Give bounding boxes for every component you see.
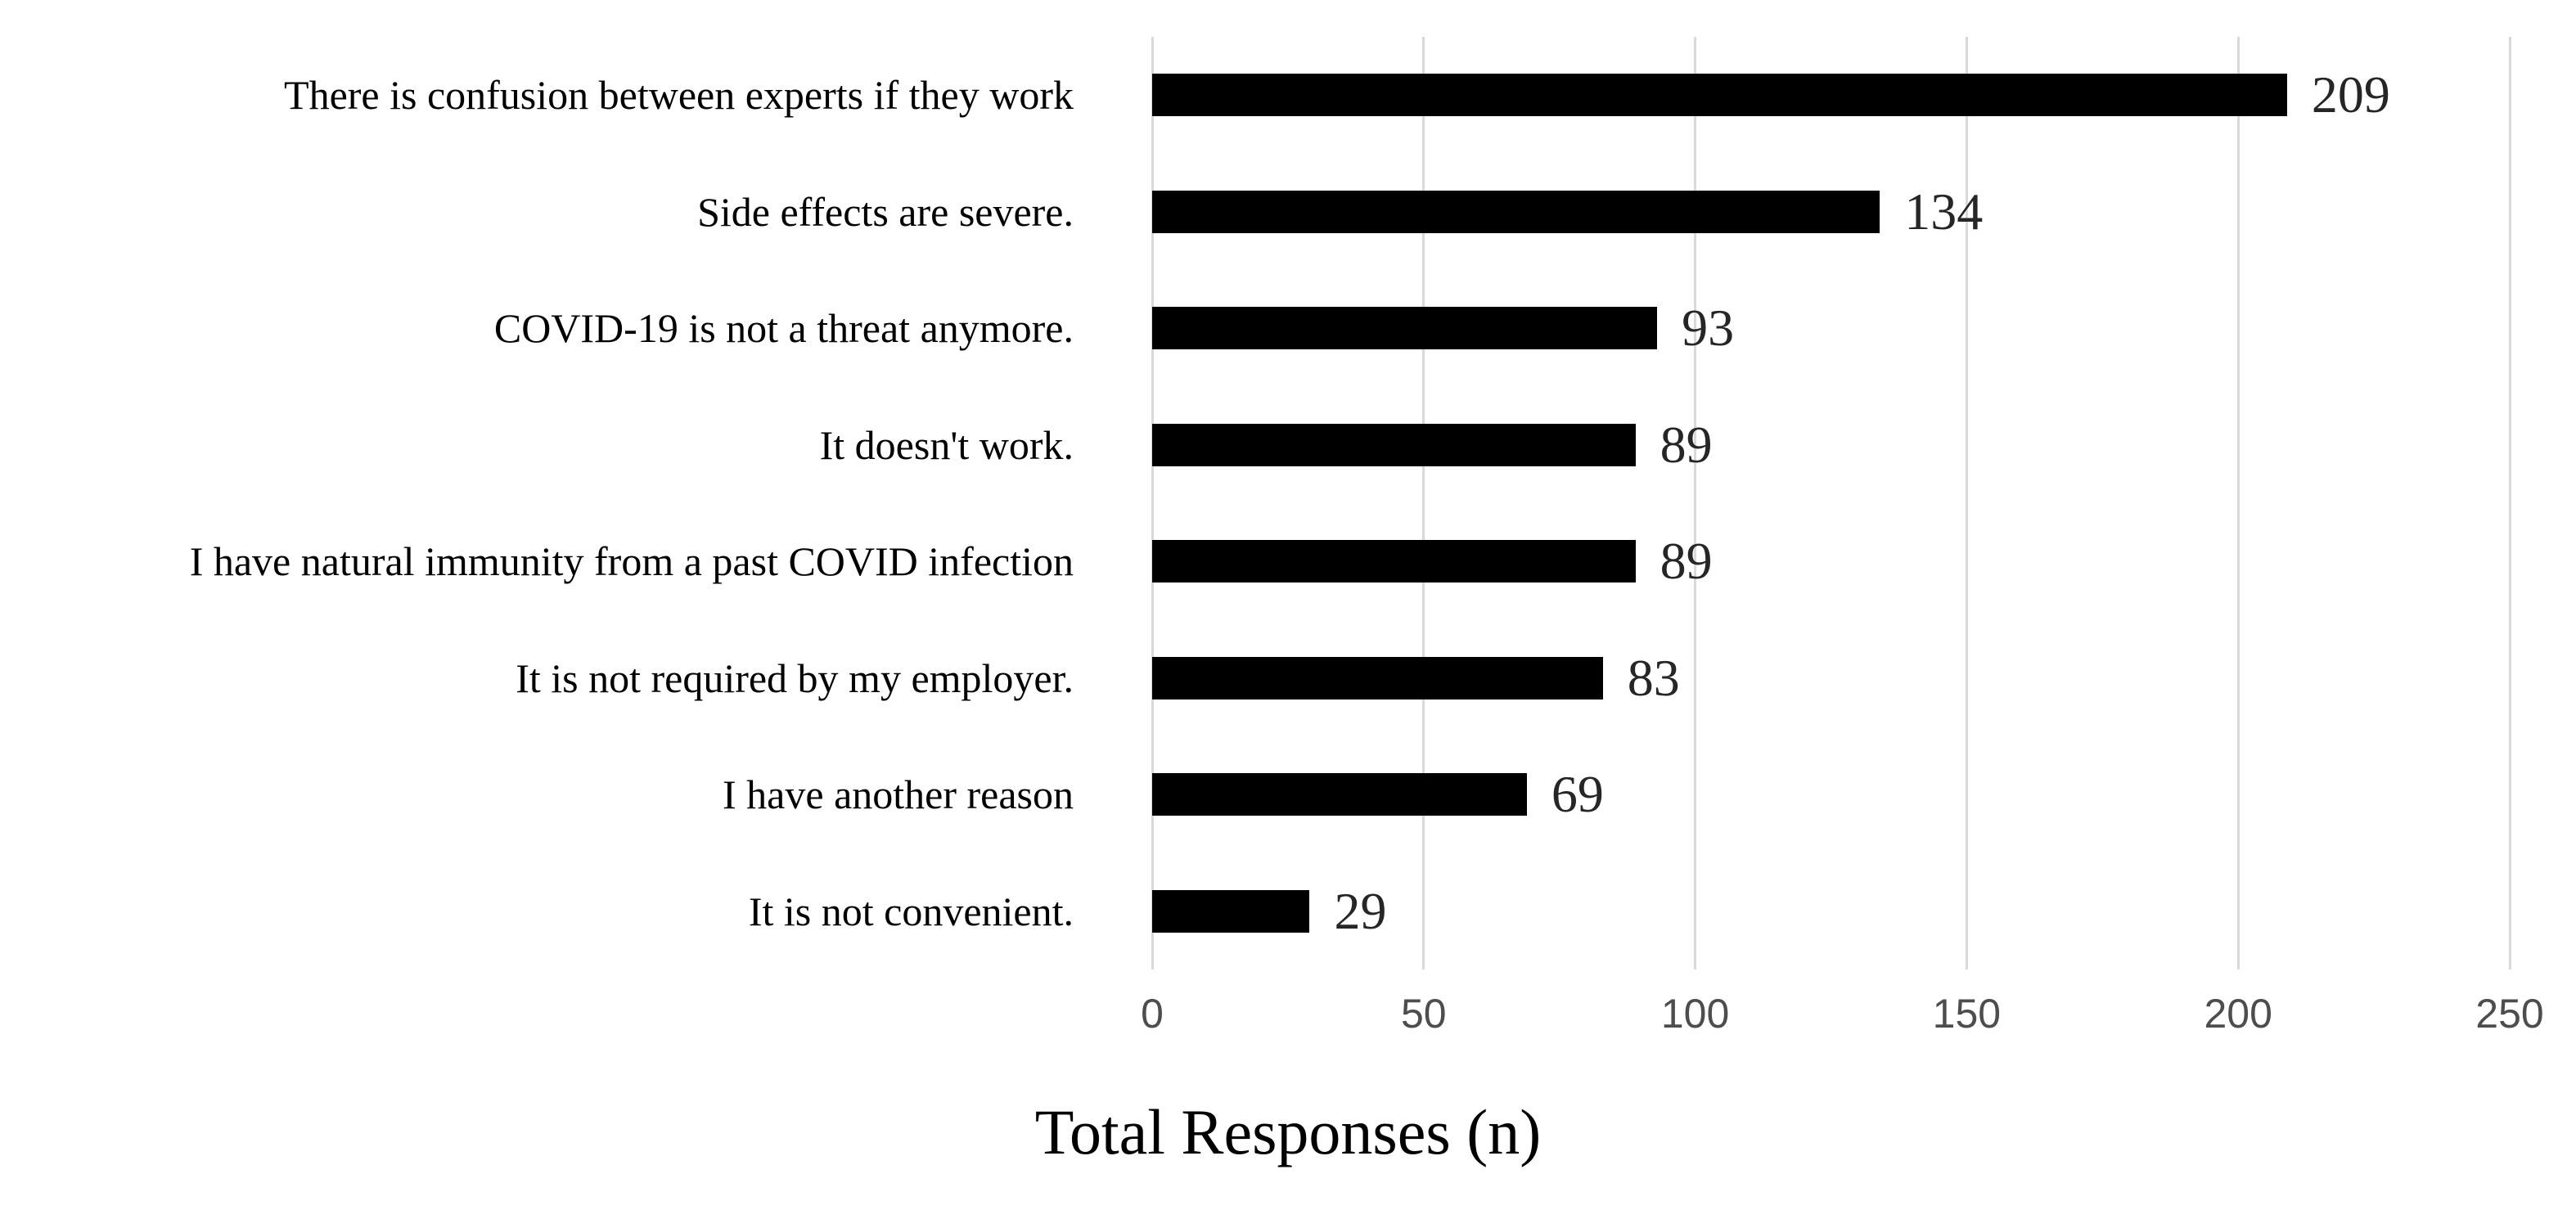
- bar: [1152, 190, 1880, 233]
- bar-row: 134: [1152, 154, 2510, 271]
- category-label: It is not required by my employer.: [516, 654, 1074, 701]
- gridline-x-150: [1965, 37, 1968, 969]
- value-label: 69: [1551, 765, 1604, 824]
- bar-row: 83: [1152, 620, 2510, 737]
- bar-row: 89: [1152, 387, 2510, 504]
- bar-row: 69: [1152, 736, 2510, 853]
- x-tick-label: 50: [1400, 991, 1447, 1037]
- x-axis-tick-labels: 0 50 100 150 200 250: [0, 993, 2576, 1050]
- value-label: 89: [1660, 532, 1713, 591]
- gridline-x-200: [2236, 37, 2240, 969]
- bar-row: 29: [1152, 853, 2510, 970]
- bar: [1152, 74, 2287, 117]
- x-tick-label: 100: [1660, 991, 1730, 1037]
- x-tick-label: 150: [1932, 991, 2002, 1037]
- value-label: 209: [2311, 65, 2390, 124]
- category-label: I have another reason: [723, 771, 1074, 818]
- gridline-x-0: [1151, 37, 1154, 969]
- value-label: 134: [1904, 182, 1984, 241]
- gridline-x-50: [1422, 37, 1425, 969]
- category-label: I have natural immunity from a past COVI…: [189, 538, 1074, 585]
- bar: [1152, 307, 1658, 350]
- gridline-x-250: [2508, 37, 2511, 969]
- bar-row: 89: [1152, 503, 2510, 620]
- bar: [1152, 889, 1310, 933]
- bar-row: 93: [1152, 270, 2510, 387]
- gridline-x-100: [1694, 37, 1697, 969]
- category-label: It doesn't work.: [819, 421, 1074, 468]
- bar: [1152, 773, 1527, 816]
- category-label: It is not convenient.: [748, 888, 1074, 934]
- category-label: COVID-19 is not a threat anymore.: [493, 305, 1074, 352]
- x-tick-label: 250: [2475, 991, 2544, 1037]
- bar: [1152, 540, 1636, 583]
- bar-row: 209: [1152, 37, 2510, 154]
- bar: [1152, 656, 1603, 699]
- category-axis-labels: There is confusion between experts if th…: [0, 37, 1113, 969]
- value-label: 83: [1627, 648, 1680, 707]
- category-label: There is confusion between experts if th…: [284, 72, 1074, 119]
- bar: [1152, 423, 1636, 466]
- value-label: 93: [1682, 299, 1735, 358]
- value-label: 29: [1334, 881, 1387, 940]
- x-tick-label: 200: [2204, 991, 2272, 1037]
- category-label: Side effects are severe.: [697, 188, 1074, 235]
- x-tick-label: 0: [1141, 991, 1164, 1037]
- x-axis-title: Total Responses (n): [1034, 1096, 1542, 1167]
- value-label: 89: [1660, 415, 1713, 474]
- plot-area: 209 134 93 89 89 83 69 29: [1151, 37, 2511, 970]
